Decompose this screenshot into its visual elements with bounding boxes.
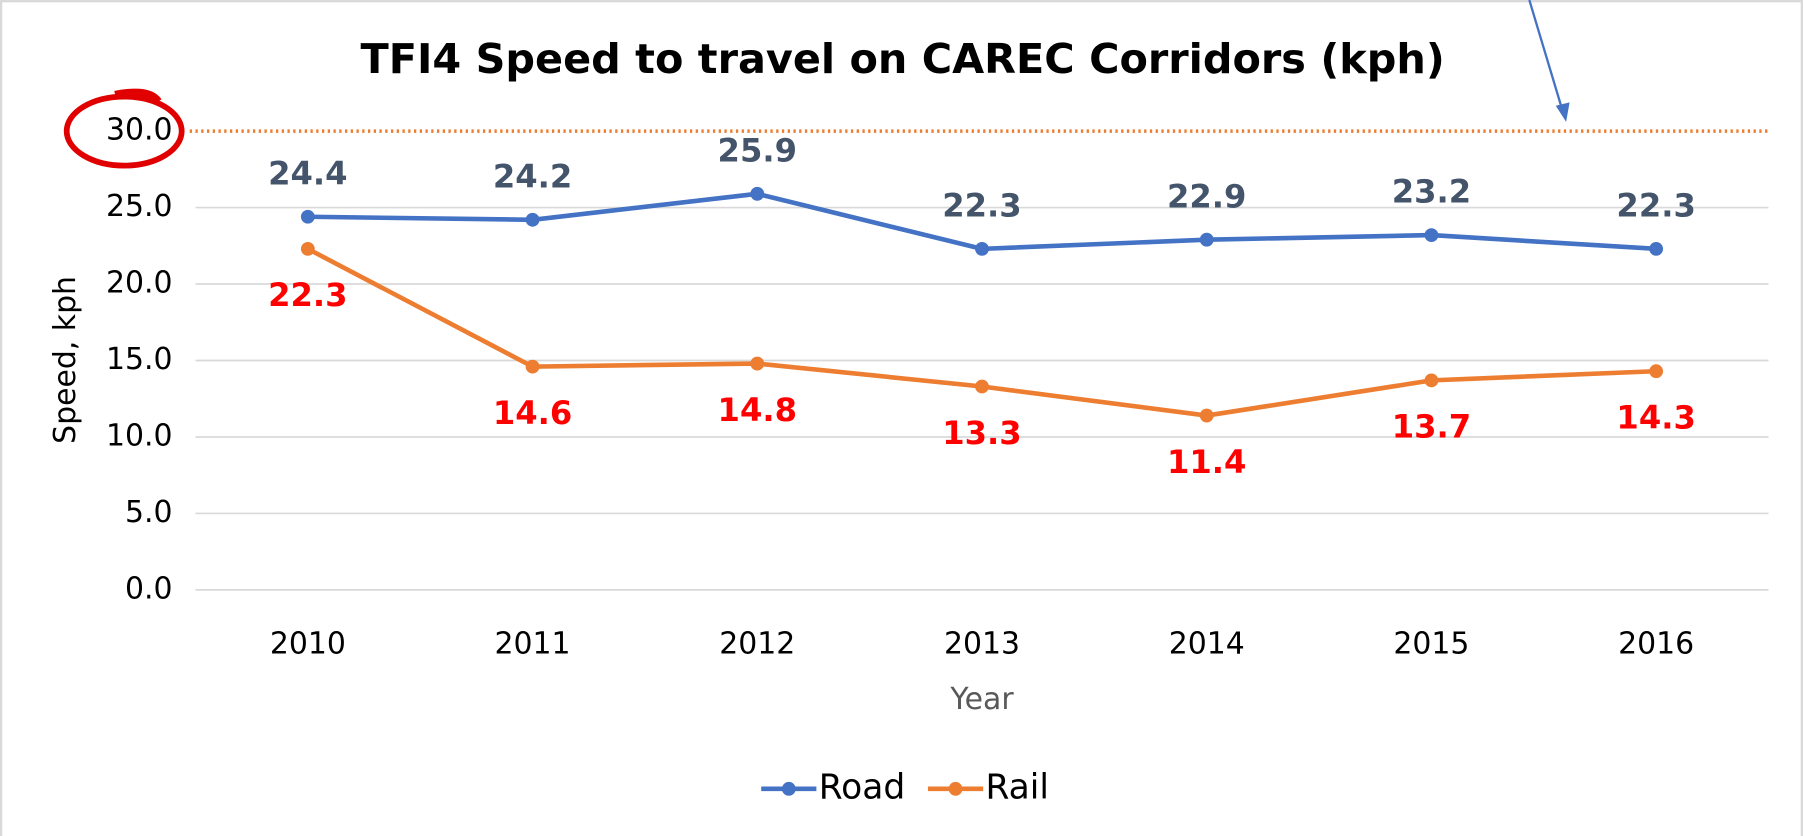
annotation-arrow: [1528, 0, 1565, 116]
legend-marker: [948, 781, 963, 796]
data-label: 13.7: [1392, 408, 1471, 446]
x-tick-label: 2014: [1169, 627, 1245, 662]
y-tick-label: 30.0: [106, 113, 173, 148]
y-tick-label: 15.0: [106, 342, 173, 377]
data-label: 11.4: [1167, 443, 1246, 481]
data-label: 22.3: [268, 276, 347, 314]
data-label: 14.3: [1616, 399, 1695, 437]
data-label: 13.3: [942, 414, 1021, 452]
x-tick-label: 2015: [1393, 627, 1469, 662]
legend: Road Rail: [761, 767, 1049, 807]
x-tick-label: 2012: [719, 627, 795, 662]
data-point: [750, 186, 765, 201]
y-tick-label: 25.0: [106, 189, 173, 224]
data-point: [975, 241, 989, 256]
y-tick-label: 10.0: [106, 418, 173, 453]
y-axis-title: Speed, kph: [48, 276, 83, 444]
y-tick-label: 5.0: [125, 495, 173, 530]
data-label: 23.2: [1392, 173, 1471, 211]
data-label: 24.4: [268, 154, 347, 192]
data-label: 14.8: [718, 391, 797, 429]
data-label: 24.2: [493, 157, 572, 195]
chart-title: TFI4 Speed to travel on CAREC Corridors …: [361, 35, 1445, 83]
highlight-circle: [63, 93, 185, 169]
x-axis-title: Year: [949, 682, 1014, 717]
annotation-arrowhead: [1555, 102, 1570, 122]
data-point: [1424, 228, 1439, 243]
data-label: 22.9: [1167, 177, 1246, 215]
data-point: [1199, 232, 1214, 247]
data-point: [300, 209, 315, 224]
y-tick-label: 20.0: [106, 266, 173, 301]
data-point: [1649, 241, 1664, 256]
data-point: [750, 356, 765, 371]
data-label: 25.9: [718, 131, 797, 169]
x-tick-label: 2010: [270, 627, 346, 662]
y-tick-label: 0.0: [125, 571, 173, 606]
legend-marker: [781, 781, 796, 796]
data-label: 22.3: [942, 186, 1021, 224]
x-tick-label: 2013: [944, 627, 1020, 662]
x-tick-label: 2016: [1618, 627, 1694, 662]
data-point: [300, 241, 315, 256]
data-point: [1199, 408, 1214, 423]
data-label: 22.3: [1616, 186, 1695, 224]
data-point: [525, 359, 540, 374]
data-label: 14.6: [493, 394, 572, 432]
legend-label: Rail: [985, 767, 1049, 807]
highlight-circle-stroke: [114, 88, 162, 104]
data-point: [975, 379, 989, 394]
data-point: [1649, 364, 1664, 379]
legend-label: Road: [819, 767, 906, 807]
data-point: [1424, 373, 1439, 388]
data-point: [525, 212, 540, 227]
x-tick-label: 2011: [495, 627, 571, 662]
